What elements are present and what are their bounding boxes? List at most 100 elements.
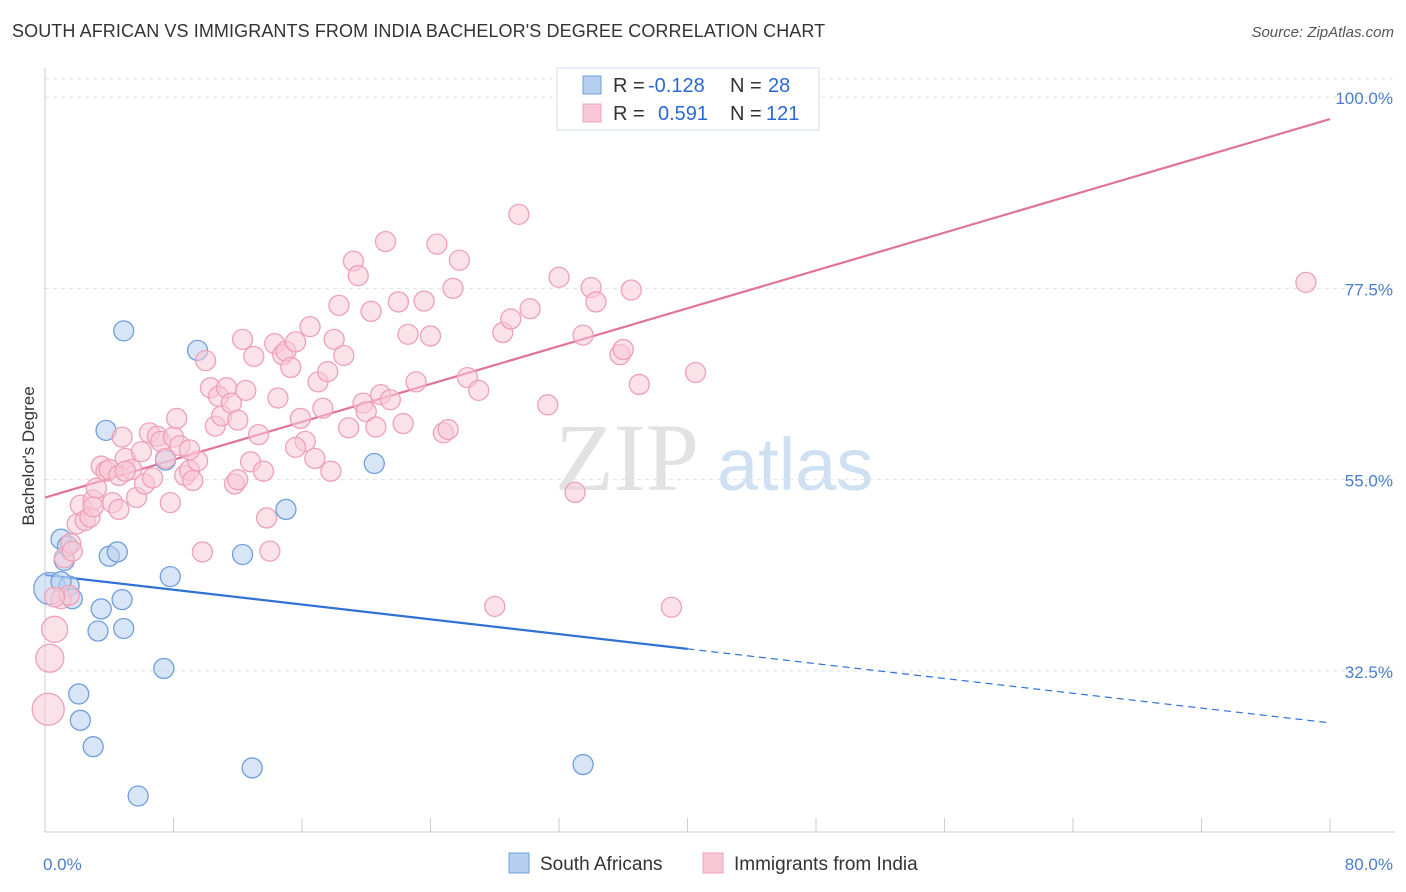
- watermark: ZIP atlas: [555, 404, 873, 511]
- india-point-49: [231, 328, 254, 351]
- south-africans-point-26: [127, 785, 149, 807]
- tick-labels: 32.5% 55.0% 77.5% 100.0% 0.0% 80.0%: [43, 89, 1393, 874]
- series-legend-swatch-1: [702, 852, 724, 874]
- india-point-39: [191, 541, 214, 563]
- india-point-40: [194, 349, 217, 372]
- south-africans-point-6: [87, 620, 109, 642]
- india-point-104: [564, 481, 586, 504]
- south-africans-point-19: [159, 565, 181, 588]
- india-point-58: [267, 387, 289, 409]
- india-point-89: [419, 325, 442, 347]
- gridlines: [45, 78, 1395, 672]
- india-point-0: [31, 692, 65, 726]
- watermark-atlas: atlas: [717, 423, 873, 506]
- india-point-87: [405, 371, 427, 393]
- stats-legend: R = -0.128 N = 28 R = 0.591 N = 121: [556, 67, 820, 131]
- india-point-85: [392, 412, 414, 435]
- stats-r-value-1: 0.591: [658, 103, 708, 125]
- south-africans-point-24: [363, 452, 385, 475]
- india-point-111: [628, 373, 650, 396]
- stats-r-value-0: -0.128: [648, 75, 705, 97]
- india-point-110: [620, 279, 642, 301]
- y-tick-label-2: 77.5%: [1345, 280, 1393, 299]
- series-legend-swatch-0: [508, 852, 530, 874]
- south-africans-point-17: [153, 657, 175, 680]
- india-point-20: [111, 426, 133, 448]
- india-point-69: [317, 361, 339, 383]
- india-point-90: [426, 233, 448, 255]
- south-africans-point-7: [68, 683, 90, 705]
- india-point-117: [178, 439, 201, 461]
- india-point-113: [684, 361, 707, 384]
- india-point-99: [500, 308, 522, 330]
- india-point-101: [519, 298, 541, 320]
- india-point-70: [320, 460, 342, 482]
- south-africans-point-21: [231, 543, 254, 566]
- india-point-105: [572, 324, 594, 346]
- india-point-86: [397, 323, 419, 345]
- india-point-24: [130, 440, 153, 463]
- india-point-62: [284, 331, 307, 353]
- india-point-31: [159, 491, 181, 514]
- india-point-63: [289, 407, 312, 430]
- india-point-88: [413, 290, 435, 312]
- india-point-120: [284, 436, 307, 459]
- south-africans-point-14: [111, 588, 133, 611]
- india-point-82: [374, 230, 397, 253]
- india-point-96: [468, 379, 490, 402]
- india-point-97: [484, 595, 506, 618]
- series-legend-label-1: Immigrants from India: [734, 854, 918, 875]
- india-point-19: [108, 498, 130, 521]
- india-point-118: [114, 460, 136, 482]
- stats-n-value-0: 28: [768, 75, 790, 97]
- india-point-7: [61, 540, 83, 562]
- india-point-30: [154, 447, 177, 470]
- x-tick-label-0: 0.0%: [43, 855, 82, 874]
- south-africans-point-16: [113, 320, 135, 342]
- india-point-100: [508, 203, 530, 226]
- india-point-83: [379, 389, 401, 411]
- india-point-2: [40, 615, 69, 643]
- india-point-72: [328, 294, 350, 316]
- india-point-66: [304, 447, 326, 470]
- south-africans-trend-line: [44, 573, 688, 650]
- india-point-74: [337, 417, 360, 439]
- india-point-107: [585, 291, 607, 313]
- y-tick-label-1: 55.0%: [1345, 472, 1393, 491]
- india-point-114: [1295, 271, 1317, 294]
- india-point-73: [333, 344, 355, 367]
- y-axis-title: Bachelor's Degree: [19, 386, 38, 525]
- india-point-115: [43, 586, 66, 608]
- x-tick-label-1: 80.0%: [1345, 855, 1393, 874]
- chart-title: SOUTH AFRICAN VS IMMIGRANTS FROM INDIA B…: [12, 21, 826, 41]
- india-point-71: [323, 328, 345, 351]
- series-legend-label-0: South Africans: [540, 854, 663, 875]
- india-point-78: [355, 400, 377, 423]
- stats-r-label-0: R =: [613, 75, 645, 97]
- india-point-84: [387, 291, 410, 313]
- india-point-112: [660, 596, 683, 618]
- south-africans-trend-extension: [687, 648, 1331, 724]
- india-point-80: [365, 416, 387, 438]
- south-africans-point-8: [69, 709, 91, 731]
- south-africans-point-22: [241, 757, 263, 779]
- series-legend: South Africans Immigrants from India: [508, 852, 918, 875]
- india-point-79: [360, 300, 382, 322]
- india-point-103: [548, 266, 570, 288]
- stats-r-label-1: R =: [613, 103, 645, 125]
- south-africans-point-23: [275, 498, 297, 521]
- india-point-65: [299, 315, 321, 338]
- india-point-48: [227, 409, 249, 431]
- south-africans-point-15: [113, 617, 135, 640]
- south-africans-point-10: [90, 598, 112, 620]
- india-point-55: [256, 507, 278, 529]
- india-point-56: [259, 540, 281, 562]
- source-credit: Source: ZipAtlas.com: [1251, 24, 1394, 41]
- india-point-119: [227, 469, 249, 491]
- india-point-93: [442, 277, 464, 299]
- data-points: [31, 203, 1317, 807]
- south-africans-point-25: [572, 753, 594, 776]
- y-tick-label-3: 100.0%: [1335, 89, 1393, 108]
- legend-swatch-pink: [582, 103, 602, 123]
